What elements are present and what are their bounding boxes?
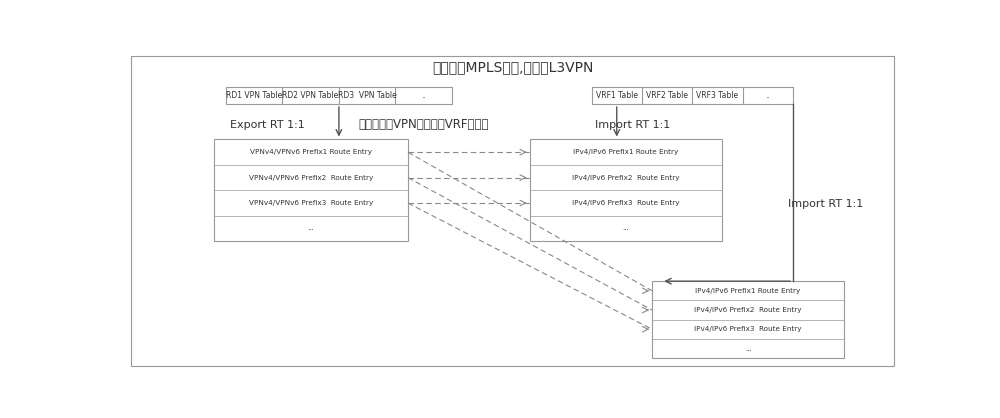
Text: RD3  VPN Table: RD3 VPN Table (338, 91, 397, 100)
Text: RD1 VPN Table: RD1 VPN Table (226, 91, 282, 100)
Text: Export RT 1:1: Export RT 1:1 (230, 120, 304, 130)
Text: Import RT 1:1: Import RT 1:1 (595, 120, 671, 130)
Text: 远端学习的VPN路由导入VRF路由表: 远端学习的VPN路由导入VRF路由表 (358, 118, 489, 131)
Bar (530, 140, 722, 241)
Bar (652, 281, 844, 358)
Text: RD2 VPN Table: RD2 VPN Table (282, 91, 339, 100)
Text: IPv4/IPv6 Prefix2  Route Entry: IPv4/IPv6 Prefix2 Route Entry (694, 307, 802, 313)
Text: IPv4/IPv6 Prefix1 Route Entry: IPv4/IPv6 Prefix1 Route Entry (695, 288, 801, 294)
Text: VRF3 Table: VRF3 Table (696, 91, 739, 100)
Text: ...: ... (745, 346, 751, 352)
Text: VRF1 Table: VRF1 Table (596, 91, 638, 100)
Text: VPNv4/VPNv6 Prefix1 Route Entry: VPNv4/VPNv6 Prefix1 Route Entry (250, 149, 372, 155)
Bar (592, 87, 793, 104)
Text: IPv4/IPv6 Prefix3  Route Entry: IPv4/IPv6 Prefix3 Route Entry (572, 200, 679, 206)
Text: VRF2 Table: VRF2 Table (646, 91, 688, 100)
Text: ..: .. (421, 91, 426, 100)
Bar (226, 87, 452, 104)
Text: Import RT 1:1: Import RT 1:1 (788, 199, 863, 209)
Text: ..: .. (765, 91, 770, 100)
Text: ...: ... (622, 225, 629, 232)
Text: VPNv4/VPNv6 Prefix2  Route Entry: VPNv4/VPNv6 Prefix2 Route Entry (249, 175, 373, 181)
Text: 双平面之MPLS平面,控制面L3VPN: 双平面之MPLS平面,控制面L3VPN (432, 60, 593, 74)
Text: IPv4/IPv6 Prefix2  Route Entry: IPv4/IPv6 Prefix2 Route Entry (572, 175, 679, 181)
Text: VPNv4/VPNv6 Prefix3  Route Entry: VPNv4/VPNv6 Prefix3 Route Entry (249, 200, 373, 206)
Text: ...: ... (308, 225, 314, 232)
Bar (214, 140, 408, 241)
Text: IPv4/IPv6 Prefix3  Route Entry: IPv4/IPv6 Prefix3 Route Entry (694, 326, 802, 332)
Text: IPv4/IPv6 Prefix1 Route Entry: IPv4/IPv6 Prefix1 Route Entry (573, 149, 678, 155)
